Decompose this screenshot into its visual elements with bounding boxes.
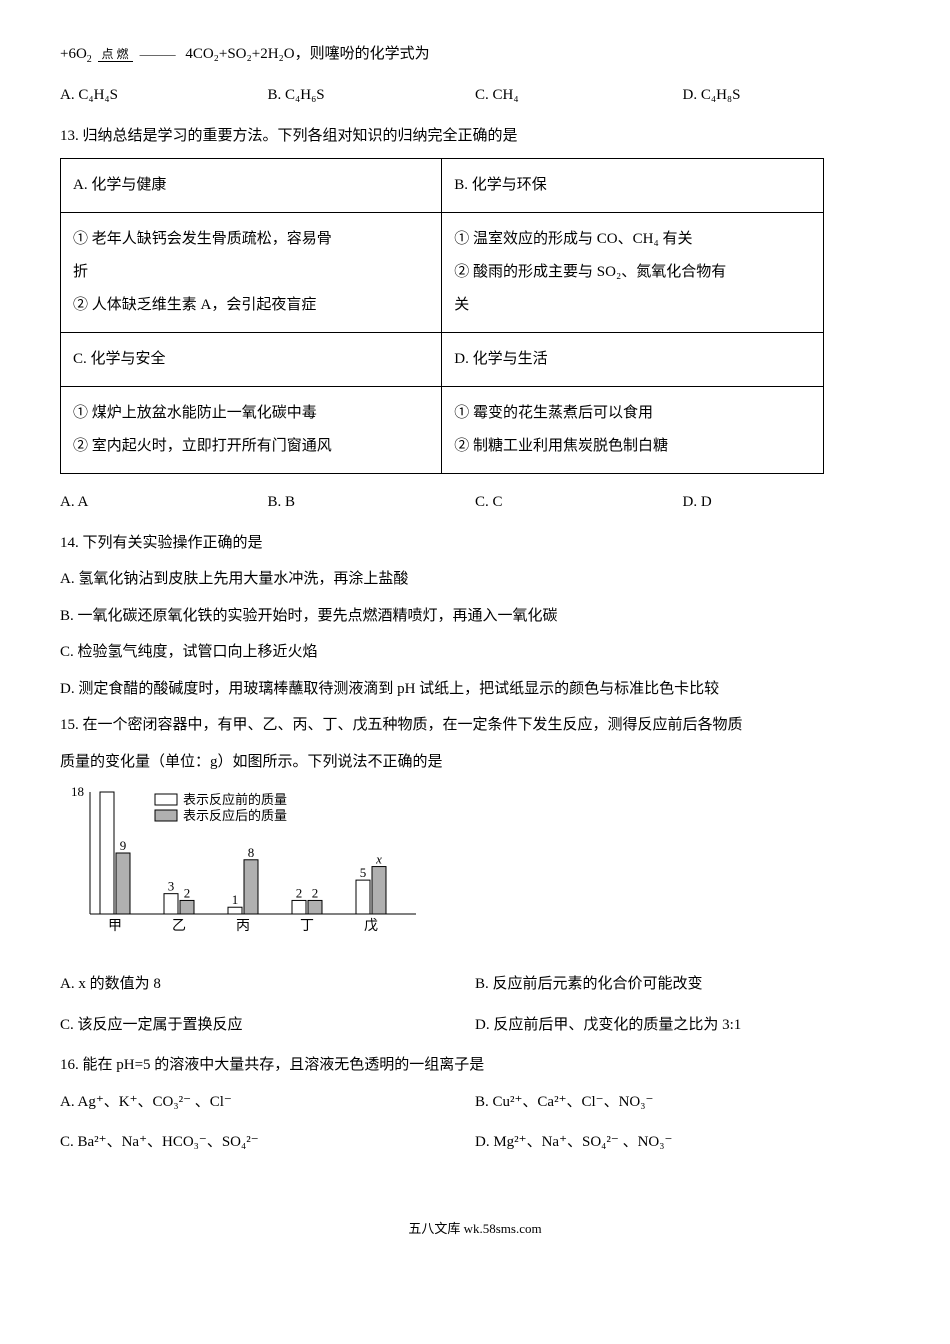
q15-opt-b: B. 反应前后元素的化合价可能改变	[475, 970, 890, 999]
svg-text:x: x	[375, 852, 382, 867]
q14-stem: 14. 下列有关实验操作正确的是	[60, 529, 890, 558]
q16-c-ion1: HCO₃⁻	[162, 1134, 207, 1150]
eq-prefix: +6O	[60, 46, 87, 62]
svg-text:2: 2	[312, 885, 319, 900]
q13-opt-a: A. A	[60, 488, 268, 517]
c-line1: ① 煤炉上放盆水能防止一氧化碳中毒	[73, 405, 317, 421]
q15-options-row1: A. x 的数值为 8 B. 反应前后元素的化合价可能改变	[60, 970, 890, 999]
q14-b: B. 一氧化碳还原氧化铁的实验开始时，要先点燃酒精喷灯，再通入一氧化碳	[60, 602, 890, 631]
svg-text:丙: 丙	[236, 919, 250, 934]
b-line3: 关	[454, 297, 469, 313]
q14-a: A. 氢氧化钠沾到皮肤上先用大量水冲洗，再涂上盐酸	[60, 565, 890, 594]
bar-chart-svg: 表示反应前的质量表示反应后的质量189甲32乙18丙22丁5x戊	[60, 786, 420, 962]
arrow-condition: 点 燃	[98, 47, 133, 62]
a-line2: 折	[73, 264, 88, 280]
q16-d-mid: 、	[619, 1134, 638, 1150]
svg-text:表示反应前的质量: 表示反应前的质量	[183, 792, 287, 807]
svg-text:2: 2	[184, 885, 191, 900]
q15-stem2: 质量的变化量（单位：g）如图所示。下列说法不正确的是	[60, 748, 890, 777]
q16-b-ion: NO₃⁻	[619, 1094, 654, 1110]
svg-text:2: 2	[296, 885, 303, 900]
q16-opt-b: B. Cu²⁺、Ca²⁺、Cl⁻、NO₃⁻	[475, 1088, 890, 1117]
q13-opt-b: B. B	[268, 488, 476, 517]
q16-options-row1: A. Ag⁺、K⁺、CO₃²⁻ 、Cl⁻ B. Cu²⁺、Ca²⁺、Cl⁻、NO…	[60, 1088, 890, 1117]
svg-text:1: 1	[232, 892, 239, 907]
q15-opt-d: D. 反应前后甲、戊变化的质量之比为 3:1	[475, 1011, 890, 1040]
a-line1: ① 老年人缺钙会发生骨质疏松，容易骨	[73, 231, 332, 247]
q13-table: A. 化学与健康 B. 化学与环保 ① 老年人缺钙会发生骨质疏松，容易骨 折 ②…	[60, 158, 824, 474]
q12-opt-a: A. C₄H₄S	[60, 81, 268, 110]
eq-rhs: 4CO₂+SO₂+2H₂O，则噻吩的化学式为	[185, 46, 429, 62]
q16-a-pre: A. Ag⁺、K⁺、	[60, 1094, 153, 1110]
arrow-line: ———	[136, 47, 180, 61]
q13-opt-d: D. D	[683, 488, 891, 517]
q16-stem: 16. 能在 pH=5 的溶液中大量共存，且溶液无色透明的一组离子是	[60, 1051, 890, 1080]
q15-opt-a: A. x 的数值为 8	[60, 970, 475, 999]
svg-text:18: 18	[71, 786, 84, 799]
q15-opt-c: C. 该反应一定属于置换反应	[60, 1011, 475, 1040]
q16-a-post: 、Cl⁻	[191, 1094, 232, 1110]
q16-options-row2: C. Ba²⁺、Na⁺、HCO₃⁻、SO₄²⁻ D. Mg²⁺、Na⁺、SO₄²…	[60, 1128, 890, 1157]
svg-text:乙: 乙	[172, 918, 186, 934]
q15-chart: 表示反应前的质量表示反应后的质量189甲32乙18丙22丁5x戊	[60, 786, 890, 962]
cell-c-body: ① 煤炉上放盆水能防止一氧化碳中毒 ② 室内起火时，立即打开所有门窗通风	[61, 387, 442, 474]
q16-opt-a: A. Ag⁺、K⁺、CO₃²⁻ 、Cl⁻	[60, 1088, 475, 1117]
q16-d-ion2: NO₃⁻	[638, 1134, 673, 1150]
q16-c-mid: 、	[207, 1134, 222, 1150]
equation-line: +6O2 点 燃 ——— 4CO₂+SO₂+2H₂O，则噻吩的化学式为	[60, 40, 890, 69]
q16-c-pre: C. Ba²⁺、Na⁺、	[60, 1134, 162, 1150]
q14-d: D. 测定食醋的酸碱度时，用玻璃棒蘸取待测液滴到 pH 试纸上，把试纸显示的颜色…	[60, 675, 890, 704]
cell-b-head: B. 化学与环保	[442, 159, 823, 213]
reaction-arrow: 点 燃 ———	[98, 48, 180, 61]
cell-d-head: D. 化学与生活	[442, 333, 823, 387]
a-line3: ② 人体缺乏维生素 A，会引起夜盲症	[73, 297, 316, 313]
cell-a-body: ① 老年人缺钙会发生骨质疏松，容易骨 折 ② 人体缺乏维生素 A，会引起夜盲症	[61, 213, 442, 333]
d-line2: ② 制糖工业利用焦炭脱色制白糖	[454, 438, 668, 454]
svg-text:9: 9	[120, 838, 127, 853]
cell-c-head: C. 化学与安全	[61, 333, 442, 387]
q16-a-ion: CO₃²⁻	[153, 1094, 191, 1110]
d-line1: ① 霉变的花生蒸煮后可以食用	[454, 405, 653, 421]
b-line2: ② 酸雨的形成主要与 SO₂、氮氧化合物有	[454, 264, 726, 280]
svg-text:戊: 戊	[364, 918, 378, 934]
q13-opt-c: C. C	[475, 488, 683, 517]
b-line1: ① 温室效应的形成与 CO、CH₄ 有关	[454, 231, 692, 247]
q16-opt-c: C. Ba²⁺、Na⁺、HCO₃⁻、SO₄²⁻	[60, 1128, 475, 1157]
svg-text:甲: 甲	[108, 919, 122, 934]
cell-a-head: A. 化学与健康	[61, 159, 442, 213]
q13-options: A. A B. B C. C D. D	[60, 488, 890, 517]
cell-d-body: ① 霉变的花生蒸煮后可以食用 ② 制糖工业利用焦炭脱色制白糖	[442, 387, 823, 474]
q12-opt-d: D. C₄H₈S	[683, 81, 891, 110]
q12-options: A. C₄H₄S B. C₄H₆S C. CH₄ D. C₄H₈S	[60, 81, 890, 110]
q12-opt-c: C. CH₄	[475, 81, 683, 110]
svg-text:5: 5	[360, 865, 367, 880]
c-line2: ② 室内起火时，立即打开所有门窗通风	[73, 438, 332, 454]
svg-text:丁: 丁	[300, 919, 314, 934]
q14-c: C. 检验氢气纯度，试管口向上移近火焰	[60, 638, 890, 667]
svg-text:8: 8	[248, 845, 255, 860]
q16-opt-d: D. Mg²⁺、Na⁺、SO₄²⁻ 、NO₃⁻	[475, 1128, 890, 1157]
q16-b-pre: B. Cu²⁺、Ca²⁺、Cl⁻、	[475, 1094, 619, 1110]
q16-d-ion1: SO₄²⁻	[582, 1134, 619, 1150]
q12-opt-b: B. C₄H₆S	[268, 81, 476, 110]
q16-d-pre: D. Mg²⁺、Na⁺、	[475, 1134, 582, 1150]
q15-options-row2: C. 该反应一定属于置换反应 D. 反应前后甲、戊变化的质量之比为 3:1	[60, 1011, 890, 1040]
page-footer: 五八文库 wk.58sms.com	[60, 1217, 890, 1242]
svg-text:表示反应后的质量: 表示反应后的质量	[183, 808, 287, 823]
cell-b-body: ① 温室效应的形成与 CO、CH₄ 有关 ② 酸雨的形成主要与 SO₂、氮氧化合…	[442, 213, 823, 333]
eq-o2-sub: 2	[87, 54, 92, 65]
q13-stem: 13. 归纳总结是学习的重要方法。下列各组对知识的归纳完全正确的是	[60, 122, 890, 151]
q15-stem1: 15. 在一个密闭容器中，有甲、乙、丙、丁、戊五种物质，在一定条件下发生反应，测…	[60, 711, 890, 740]
q16-c-ion2: SO₄²⁻	[222, 1134, 259, 1150]
svg-text:3: 3	[168, 879, 175, 894]
